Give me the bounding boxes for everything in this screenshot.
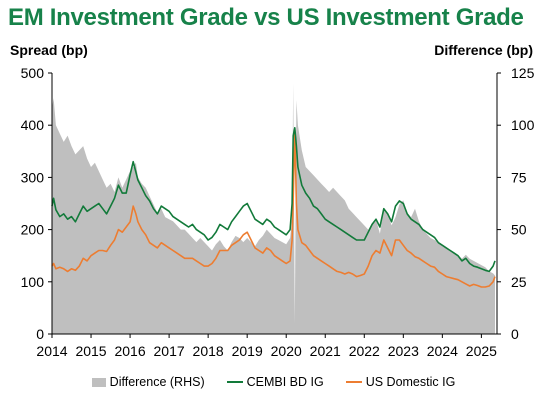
legend-swatch-cembi	[226, 381, 243, 383]
legend-label-us: US Domestic IG	[365, 375, 456, 389]
series-line-us-domestic-ig	[51, 129, 496, 288]
series-line-cembi-bd-ig	[51, 127, 496, 273]
y-tick-label-right: 0	[511, 326, 519, 342]
y-tick-label-left: 400	[21, 117, 45, 133]
x-tick-label: 2018	[193, 343, 224, 359]
x-tick-label: 2023	[388, 343, 419, 359]
y-axis-label-right: Difference (bp)	[434, 42, 533, 58]
y-tick-label-left: 100	[21, 274, 45, 290]
legend-swatch-us	[345, 381, 362, 383]
legend-label-cembi: CEMBI BD IG	[246, 375, 324, 389]
x-tick-label: 2014	[36, 343, 67, 359]
x-tick-label: 2015	[75, 343, 106, 359]
legend-item-us: US Domestic IG	[345, 375, 456, 389]
series-area-difference	[52, 83, 495, 335]
x-tick-label: 2022	[349, 343, 380, 359]
legend-item-cembi: CEMBI BD IG	[226, 375, 324, 389]
y-tick-label-right: 25	[511, 274, 527, 290]
y-tick-label-right: 50	[511, 222, 527, 238]
y-tick-label-right: 75	[511, 169, 527, 185]
x-tick-label: 2021	[310, 343, 341, 359]
y-tick-label-left: 200	[21, 222, 45, 238]
x-tick-label: 2017	[154, 343, 185, 359]
x-tick-label: 2024	[427, 343, 458, 359]
x-tick-label: 2020	[271, 343, 302, 359]
y-tick-label-left: 300	[21, 169, 45, 185]
x-tick-label: 2016	[114, 343, 145, 359]
y-axis-label-left: Spread (bp)	[10, 42, 88, 58]
legend-item-difference: Difference (RHS)	[91, 375, 205, 389]
y-tick-label-left: 500	[21, 65, 45, 81]
legend-swatch-difference	[91, 377, 106, 387]
y-tick-label-right: 100	[511, 117, 535, 133]
chart-legend: Difference (RHS) CEMBI BD IG US Domestic…	[0, 375, 547, 389]
x-tick-label: 2025	[466, 343, 497, 359]
y-tick-label-right: 125	[511, 65, 535, 81]
x-tick-label: 2019	[232, 343, 263, 359]
legend-label-difference: Difference (RHS)	[109, 375, 205, 389]
y-tick-label-left: 0	[36, 326, 44, 342]
chart-title: EM Investment Grade vs US Investment Gra…	[8, 4, 524, 31]
